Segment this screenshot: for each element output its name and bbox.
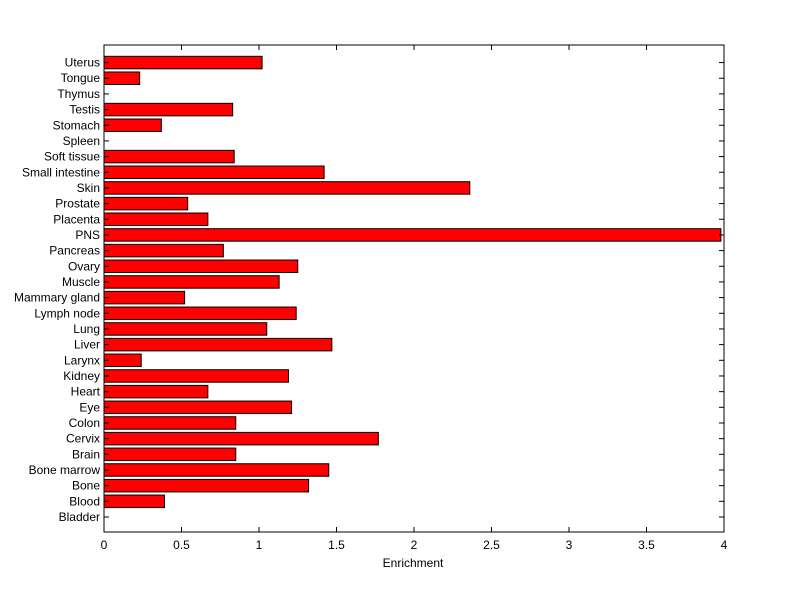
bar-bone — [103, 478, 310, 493]
y-tick-label: Stomach — [53, 118, 100, 132]
bars-layer — [103, 55, 722, 509]
x-tick-label: 0 — [101, 538, 108, 552]
y-tick-label: Prostate — [55, 197, 100, 211]
y-tick-label: Blood — [69, 494, 100, 508]
bar-ovary — [103, 259, 299, 274]
y-tick-label: Brain — [72, 447, 100, 461]
bar-soft-tissue — [103, 149, 235, 164]
bar-kidney — [103, 369, 289, 383]
bar-brain — [103, 447, 237, 462]
y-tick-label: Placenta — [53, 212, 100, 226]
y-tick-label: PNS — [75, 228, 100, 242]
bar-cervix — [103, 431, 379, 446]
y-tick-label: Heart — [71, 385, 101, 399]
y-tick-label: Eye — [79, 400, 100, 414]
bar-pns — [103, 228, 722, 242]
bar-eye — [103, 400, 293, 415]
y-tick-label: Colon — [69, 416, 100, 430]
y-tick-label: Larynx — [64, 353, 100, 367]
bar-uterus — [103, 55, 263, 70]
ticks-layer — [103, 45, 725, 532]
bar-prostate — [103, 196, 189, 211]
x-tick-label: 2 — [411, 538, 418, 552]
y-tick-label: Lymph node — [34, 306, 100, 320]
x-tick-label: 4 — [721, 538, 728, 552]
x-tick-label: 2.5 — [483, 538, 500, 552]
bar-colon — [103, 416, 237, 430]
bar-heart — [103, 384, 209, 399]
bar-skin — [103, 181, 471, 195]
y-tick-label: Lung — [73, 322, 100, 336]
y-tick-label: Bone marrow — [29, 463, 101, 477]
y-tick-label: Skin — [77, 181, 100, 195]
bar-pancreas — [103, 243, 224, 258]
y-tick-label: Testis — [69, 103, 100, 117]
bar-stomach — [103, 118, 162, 132]
y-tick-label: Tongue — [61, 71, 101, 85]
bar-testis — [103, 102, 234, 117]
bar-bone-marrow — [103, 463, 330, 477]
y-tick-label: Bladder — [59, 510, 100, 524]
bar-larynx — [103, 353, 142, 368]
bar-mammary-gland — [103, 290, 186, 305]
x-tick-label: 3 — [566, 538, 573, 552]
x-tick-label: 1.5 — [328, 538, 345, 552]
y-tick-label: Uterus — [65, 56, 100, 70]
bar-muscle — [103, 275, 280, 289]
y-tick-label: Mammary gland — [14, 291, 100, 305]
y-tick-label: Cervix — [66, 432, 100, 446]
y-tick-label: Muscle — [62, 275, 100, 289]
y-tick-label: Spleen — [63, 134, 100, 148]
bar-blood — [103, 494, 165, 509]
bar-tongue — [103, 71, 141, 85]
y-tick-label: Pancreas — [49, 244, 100, 258]
bar-lung — [103, 322, 268, 336]
bar-small-intestine — [103, 165, 325, 180]
y-tick-label: Bone — [72, 479, 100, 493]
bar-liver — [103, 337, 333, 352]
x-tick-label: 1 — [256, 538, 263, 552]
y-tick-label: Liver — [74, 338, 100, 352]
y-tick-label: Ovary — [68, 259, 100, 273]
bar-lymph-node — [103, 306, 297, 321]
y-tick-label: Thymus — [57, 87, 100, 101]
y-tick-label: Soft tissue — [44, 150, 100, 164]
y-tick-label: Kidney — [63, 369, 100, 383]
x-axis-label: Enrichment — [383, 556, 444, 570]
x-tick-label: 0.5 — [173, 538, 190, 552]
x-tick-label: 3.5 — [638, 538, 655, 552]
y-tick-label: Small intestine — [22, 165, 100, 179]
bar-placenta — [103, 212, 209, 227]
